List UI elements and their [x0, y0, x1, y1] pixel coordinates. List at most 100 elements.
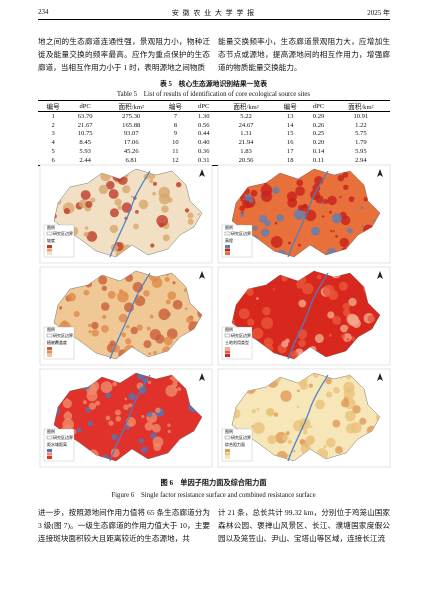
map-patch	[350, 336, 356, 341]
map-patch	[265, 407, 275, 417]
map-patch	[295, 186, 305, 197]
table-title-en: Table 5 List of results of identificatio…	[116, 91, 311, 98]
table-cell: 7	[173, 112, 178, 120]
map-patch	[346, 337, 350, 342]
map-patch	[62, 399, 72, 409]
map-patch	[290, 350, 299, 359]
legend-item: 研究区边界	[53, 230, 73, 236]
table-cell: 5.22	[240, 112, 252, 120]
panel-label: 土地利用类型	[225, 339, 249, 345]
map-patch	[309, 189, 321, 201]
legend-swatch	[47, 449, 52, 452]
table-row: 5 5.93 45.26 11 0.36 1.83 17 0.14 5.95	[38, 147, 390, 156]
map-patch	[148, 352, 152, 356]
map-patch	[267, 434, 277, 445]
map-patch	[98, 184, 109, 195]
table-cell: 21.67	[77, 121, 93, 129]
map-patch	[345, 423, 356, 434]
map-patch	[342, 171, 349, 178]
map-patch	[261, 228, 270, 237]
map-patch	[340, 215, 351, 226]
legend-title: 图例	[47, 224, 55, 230]
map-patch	[339, 196, 342, 199]
map-patch	[138, 199, 149, 210]
map-patch	[343, 387, 355, 399]
table-cell: 8	[173, 121, 178, 129]
figure: 图例研究区边界坡度图例研究区边界高程图例研究区边界植被覆盖度图例研究区边界土地利…	[39, 164, 391, 468]
map-patch	[276, 214, 284, 222]
table-cell: 0.11	[305, 155, 332, 166]
map-patch	[348, 297, 357, 307]
map-patch	[363, 197, 368, 202]
table-cell: 5.93	[79, 148, 91, 156]
map-patch	[297, 389, 300, 393]
map-patch	[341, 334, 346, 339]
map-patch	[250, 189, 258, 197]
map-patch	[172, 299, 183, 310]
legend-swatch	[47, 248, 52, 252]
river	[109, 170, 151, 258]
panel-label: 距水域距离	[47, 441, 67, 447]
map-patch	[239, 212, 245, 217]
map-patch	[149, 314, 154, 319]
map-patch	[156, 214, 169, 227]
column-header: dPC	[68, 100, 103, 112]
river	[287, 272, 329, 360]
map-patch	[82, 400, 87, 405]
column-header: dPC	[190, 100, 217, 112]
map-patch	[67, 292, 76, 302]
map-patch	[150, 243, 155, 248]
map-patch	[119, 289, 124, 294]
map-patch	[287, 197, 298, 208]
map-patch	[146, 411, 153, 418]
map-patch	[158, 308, 170, 321]
map-patch	[84, 226, 89, 230]
map-patch	[102, 314, 107, 320]
map-patch	[323, 445, 327, 449]
table-cell: 0.25	[312, 130, 325, 138]
map-patch	[272, 186, 280, 194]
page-number: 234	[38, 8, 49, 16]
map-patch	[343, 184, 349, 191]
map-patch	[325, 437, 336, 448]
table-cell: 16	[286, 139, 294, 147]
map-patch	[114, 409, 121, 416]
map-patch	[90, 197, 96, 203]
map-patch	[98, 275, 108, 285]
north-arrow	[199, 373, 205, 381]
paragraph: 地之间的生态廊道连通性强，景观阻力小，物种迁徙及能量交换的频率最高。应作为重点保…	[38, 37, 210, 72]
legend-item: 研究区边界	[231, 230, 251, 236]
map-patch	[312, 184, 321, 192]
map-patch	[352, 405, 361, 414]
map-patch	[91, 321, 99, 330]
map-patch	[256, 407, 260, 411]
map-patch	[197, 213, 200, 216]
map-patch	[367, 315, 376, 323]
map-patch	[332, 230, 335, 233]
map-patch	[108, 420, 114, 426]
legend-swatch	[225, 449, 230, 452]
map-patch	[301, 204, 309, 212]
table-cell: 1.83	[240, 148, 252, 156]
map-patch	[183, 288, 188, 292]
table-cell: 0.26	[312, 121, 325, 129]
map-patch	[158, 193, 171, 205]
legend-swatch	[225, 252, 230, 255]
map-patch	[161, 205, 169, 213]
column-header: 面积/km²	[102, 100, 161, 112]
map-patch	[241, 211, 244, 214]
legend-title: 图例	[225, 326, 233, 332]
map-patch	[282, 434, 289, 441]
table-cell: 93.07	[123, 130, 139, 138]
map-patch	[153, 443, 162, 452]
map-patch	[340, 324, 348, 333]
map-patch	[63, 411, 73, 421]
map-patch	[88, 323, 92, 328]
map-patch	[270, 236, 283, 248]
map-patch	[299, 439, 305, 445]
legend-title: 图例	[47, 326, 55, 332]
map-patch	[342, 309, 351, 317]
table: 编号 dPC 面积/km² 编号 dPC 面积/km² 编号 dPC 面积/km² 1 63.70 2…	[38, 100, 390, 166]
map-patch	[323, 199, 329, 205]
